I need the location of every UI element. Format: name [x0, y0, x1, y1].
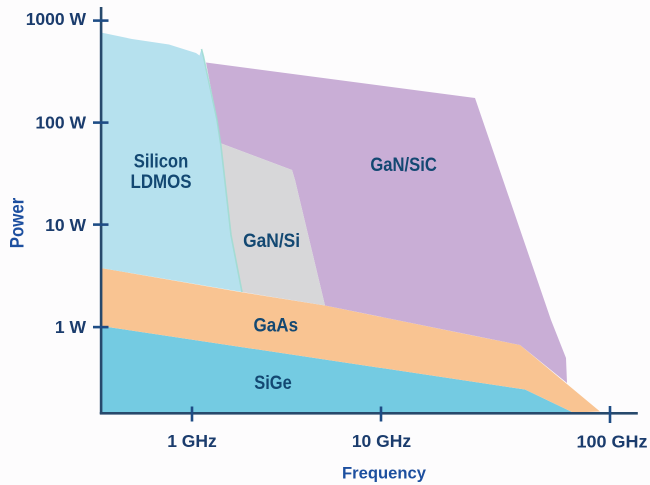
- svg-text:1000 W: 1000 W: [26, 9, 87, 29]
- svg-text:10 GHz: 10 GHz: [352, 431, 412, 451]
- svg-text:1 GHz: 1 GHz: [167, 431, 217, 451]
- svg-text:GaAs: GaAs: [254, 316, 299, 337]
- svg-text:LDMOS: LDMOS: [131, 172, 192, 193]
- svg-text:1 W: 1 W: [55, 317, 87, 337]
- svg-text:Power: Power: [8, 197, 29, 248]
- svg-text:Silicon: Silicon: [134, 152, 189, 173]
- svg-text:100 W: 100 W: [35, 113, 86, 133]
- svg-text:GaN/SiC: GaN/SiC: [370, 154, 437, 176]
- svg-text:SiGe: SiGe: [254, 373, 292, 394]
- svg-text:10 W: 10 W: [45, 215, 86, 235]
- svg-text:GaN/Si: GaN/Si: [243, 231, 300, 252]
- svg-text:Frequency: Frequency: [342, 465, 427, 483]
- svg-text:100 GHz: 100 GHz: [577, 432, 648, 452]
